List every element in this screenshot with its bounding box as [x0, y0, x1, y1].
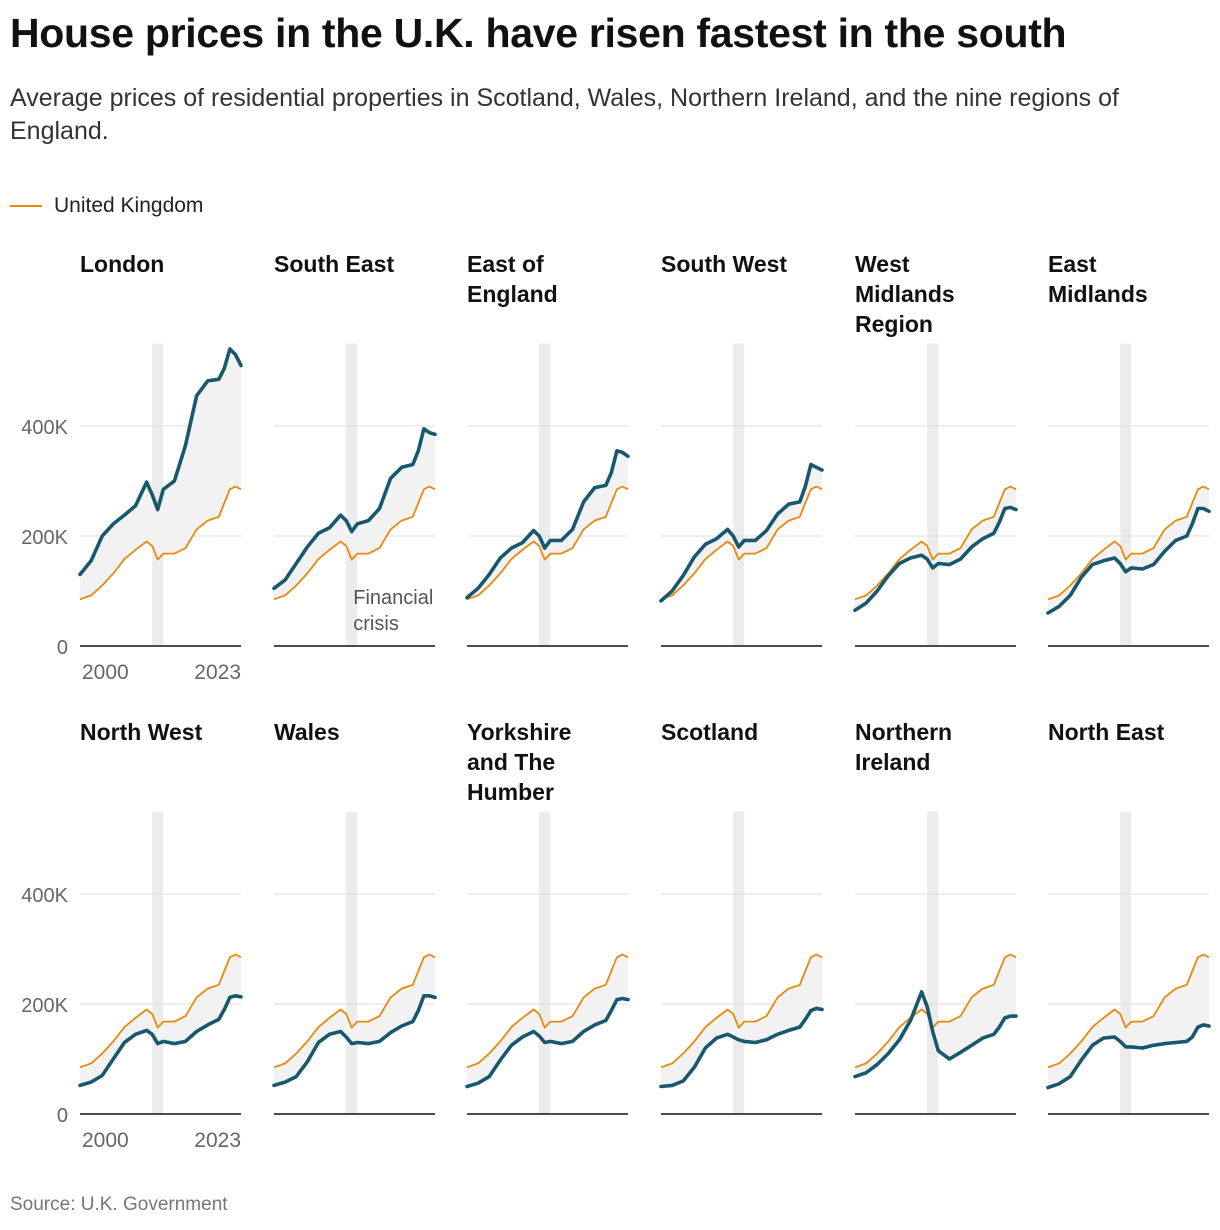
difference-area	[855, 954, 1016, 1077]
panel-title: Northern Ireland	[855, 719, 952, 775]
chart-title: House prices in the U.K. have risen fast…	[10, 10, 1067, 56]
financial-crisis-band	[346, 343, 358, 646]
financial-crisis-band	[927, 343, 939, 646]
difference-area	[467, 450, 628, 600]
panel-south-east: South East Financial crisis	[272, 251, 437, 647]
difference-area	[1048, 954, 1209, 1088]
financial-crisis-band	[539, 343, 551, 646]
panel-wales: Wales	[272, 719, 437, 1115]
panel-title: East of England	[467, 251, 558, 307]
uk-series-line	[854, 953, 1017, 1069]
region-series-line	[659, 462, 824, 603]
panel-east-midlands: East Midlands	[1046, 251, 1211, 647]
financial-crisis-band	[152, 343, 164, 646]
difference-area	[661, 464, 822, 601]
region-series-line	[465, 996, 630, 1089]
panel-scotland: Scotland	[659, 719, 824, 1115]
x-tick-label: 2023	[194, 661, 241, 684]
uk-series-line	[660, 485, 823, 601]
region-series-line	[1046, 1023, 1211, 1090]
financial-crisis-band	[1120, 343, 1132, 646]
uk-series-line	[466, 485, 629, 601]
x-tick-label: 2023	[194, 1129, 241, 1152]
y-tick-label: 0	[57, 1105, 68, 1127]
panel-north-east: North East	[1046, 719, 1211, 1115]
uk-series-line	[273, 953, 436, 1069]
y-tick-label: 200K	[21, 527, 68, 549]
panel-london: London 0 200K 400K 2000 2023	[21, 251, 243, 684]
y-tick-label: 200K	[21, 995, 68, 1017]
region-series-line	[272, 426, 437, 591]
panel-title: North East	[1048, 719, 1165, 745]
panel-title: North West	[80, 719, 203, 745]
panel-title: Yorkshire and The Humber	[467, 719, 571, 805]
panel-title: London	[80, 251, 164, 277]
uk-series-line	[273, 485, 436, 601]
uk-series-line	[79, 485, 242, 601]
financial-crisis-band	[152, 811, 164, 1114]
region-series-line	[853, 990, 1018, 1079]
legend: United Kingdom	[10, 194, 203, 218]
financial-crisis-band	[927, 811, 939, 1114]
y-tick-label: 400K	[21, 885, 68, 907]
panel-title: West Midlands Region	[855, 251, 955, 337]
y-tick-label: 0	[57, 637, 68, 659]
uk-series-line	[660, 953, 823, 1069]
financial-crisis-annotation: Financial crisis	[353, 587, 433, 635]
region-series-line	[1046, 506, 1211, 615]
difference-area	[274, 954, 435, 1086]
panel-title: South East	[274, 251, 394, 277]
legend-label-uk: United Kingdom	[54, 194, 204, 217]
panel-south-west: South West	[659, 251, 824, 647]
uk-series-line	[466, 953, 629, 1069]
panel-north-west: North West 0 200K 400K 2000 2023	[21, 719, 243, 1152]
uk-series-line	[79, 953, 242, 1069]
chart-subtitle: Average prices of residential properties…	[10, 84, 1119, 145]
x-tick-label: 2000	[82, 661, 129, 684]
region-series-line	[659, 1006, 824, 1089]
x-tick-label: 2000	[82, 1129, 129, 1152]
region-series-line	[853, 505, 1018, 613]
panel-title: South West	[661, 251, 787, 277]
panel-title: East Midlands	[1048, 251, 1148, 307]
region-series-line	[465, 448, 630, 600]
panel-title: Wales	[274, 719, 340, 745]
panel-east-of-england: East of England	[465, 251, 630, 647]
financial-crisis-band	[539, 811, 551, 1114]
financial-crisis-band	[733, 811, 745, 1114]
region-series-line	[272, 993, 437, 1088]
uk-series-line	[1047, 485, 1210, 601]
financial-crisis-band	[733, 343, 745, 646]
panel-yorkshire-and-the-humber: Yorkshire and The Humber	[465, 719, 630, 1115]
uk-series-line	[1047, 953, 1210, 1069]
source-note: Source: U.K. Government	[10, 1194, 228, 1215]
difference-area	[467, 954, 628, 1087]
financial-crisis-band	[346, 811, 358, 1114]
legend-swatch-uk	[10, 205, 42, 207]
region-series-line	[78, 347, 243, 577]
panel-title: Scotland	[661, 719, 758, 745]
difference-area	[80, 954, 241, 1086]
difference-area	[274, 428, 435, 600]
panel-northern-ireland: Northern Ireland	[853, 719, 1018, 1115]
financial-crisis-band	[1120, 811, 1132, 1114]
y-tick-label: 400K	[21, 417, 68, 439]
difference-area	[80, 349, 241, 600]
panel-west-midlands-region: West Midlands Region	[853, 251, 1018, 647]
region-series-line	[78, 993, 243, 1088]
